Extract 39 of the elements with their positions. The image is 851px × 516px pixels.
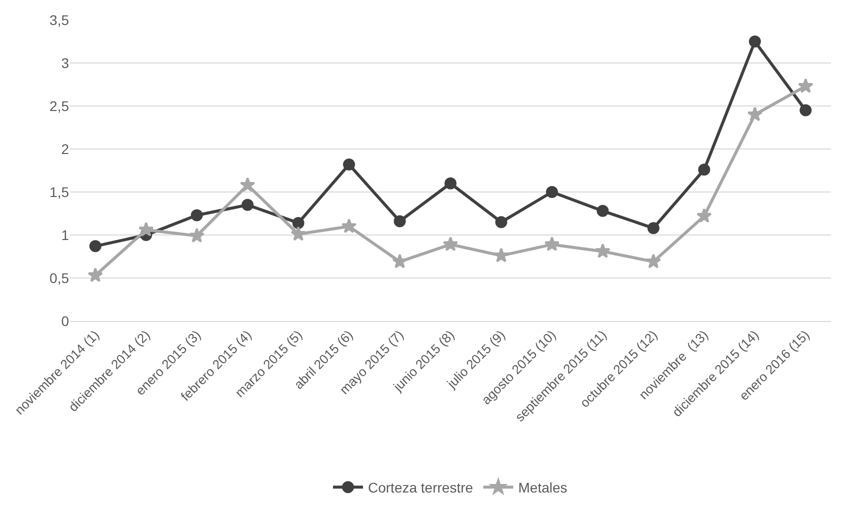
point xyxy=(647,222,660,234)
point xyxy=(798,78,814,93)
point xyxy=(290,226,306,241)
point xyxy=(190,209,203,222)
point xyxy=(595,243,610,258)
y-tick-label: 1 xyxy=(61,226,70,243)
point xyxy=(494,248,509,262)
point xyxy=(546,186,558,198)
y-tick-label: 0 xyxy=(61,312,70,329)
point xyxy=(138,222,154,236)
point xyxy=(747,106,763,122)
point xyxy=(800,104,812,116)
legend-label: Corteza terrestre xyxy=(368,480,474,496)
point xyxy=(596,204,609,217)
point xyxy=(343,158,356,170)
y-tick-label: 2 xyxy=(61,140,70,157)
point xyxy=(696,208,712,223)
point xyxy=(495,216,508,228)
point xyxy=(242,198,254,211)
point xyxy=(646,254,662,268)
point xyxy=(444,177,456,190)
point xyxy=(442,236,458,252)
point xyxy=(392,254,408,268)
y-tick-label: 3,5 xyxy=(50,12,70,28)
y-tick-label: 3 xyxy=(61,54,70,71)
point xyxy=(89,240,102,252)
y-tick-label: 0,5 xyxy=(50,270,70,286)
point xyxy=(748,36,761,48)
point xyxy=(292,216,304,229)
point xyxy=(240,177,256,192)
point xyxy=(189,228,204,243)
y-tick-label: 1,5 xyxy=(50,184,70,200)
point xyxy=(341,218,357,234)
point xyxy=(88,267,104,282)
point xyxy=(394,215,406,228)
point xyxy=(698,164,710,176)
y-tick-label: 2,5 xyxy=(50,98,70,114)
point xyxy=(544,236,560,252)
legend-label: Metales xyxy=(518,480,568,496)
